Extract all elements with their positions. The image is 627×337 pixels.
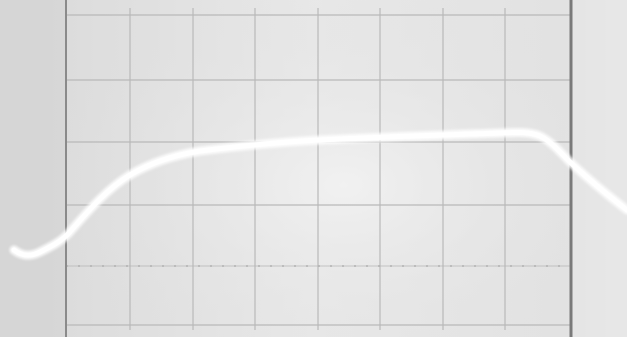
grid: [66, 8, 571, 330]
left-band: [0, 0, 66, 337]
trace: [11, 129, 627, 258]
